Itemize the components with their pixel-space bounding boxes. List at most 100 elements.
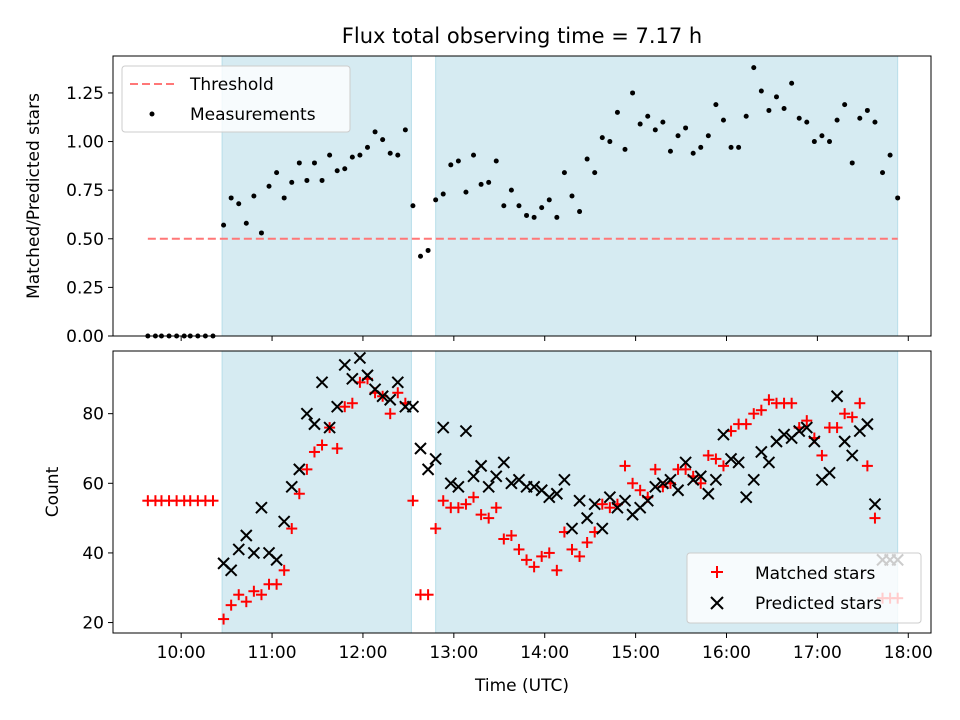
predicted-star-point [543, 491, 556, 504]
predicted-star-point [596, 522, 609, 535]
measurement-point [804, 119, 810, 125]
predicted-star-point [732, 456, 745, 469]
measurement-point [834, 117, 840, 123]
bottom-legend-box [686, 552, 922, 624]
matched-star-point [702, 449, 714, 461]
matched-star-point [521, 554, 533, 566]
measurement-point [342, 166, 348, 172]
matched-star-point [308, 446, 320, 458]
bottom-y-tick-label: 40 [82, 544, 104, 564]
predicted-star-point [702, 487, 715, 500]
measurement-point [410, 203, 416, 209]
matched-star-point [854, 397, 866, 409]
predicted-star-point [793, 424, 806, 438]
predicted-star-point [308, 417, 321, 431]
top-plot-frame [112, 55, 932, 337]
measurement-point [274, 170, 280, 176]
predicted-star-point [558, 473, 571, 487]
bottom-plot-frame [112, 350, 932, 634]
measurement-point [418, 253, 424, 259]
measurement-point [698, 144, 704, 150]
predicted-star-point [724, 452, 738, 466]
measurement-point [652, 127, 658, 133]
matched-star-point [619, 460, 631, 472]
measurement-point [478, 181, 484, 187]
matched-star-point [293, 488, 305, 500]
x-tick-label: 10:00 [157, 643, 206, 663]
matched-star-point [225, 599, 237, 611]
predicted-star-point [808, 435, 821, 448]
measurement-point [304, 177, 310, 183]
predicted-star-point [255, 501, 268, 514]
measurement-point [622, 146, 628, 152]
predicted-star-point [406, 400, 420, 413]
matched-star-point [505, 530, 517, 542]
matched-star-point [513, 543, 525, 555]
measurement-point [728, 144, 734, 150]
measurement-point [425, 247, 431, 253]
matched-star-point [566, 543, 578, 555]
matched-star-point [407, 495, 419, 507]
predicted-star-point [603, 491, 617, 504]
top-y-axis-label: Matched/Predicted stars [24, 93, 44, 299]
predicted-star-point [277, 515, 291, 528]
measurement-point [675, 133, 681, 139]
predicted-stars-legend-label: Predicted stars [755, 594, 882, 614]
predicted-star-point [550, 487, 564, 500]
matched-star-point [207, 495, 219, 507]
predicted-star-point [353, 351, 367, 365]
predicted-star-point [686, 473, 700, 487]
top-legend: Threshold Measurements [121, 65, 351, 133]
matched-star-point [346, 397, 358, 409]
predicted-star-point [823, 466, 836, 480]
matched-star-point [339, 401, 351, 413]
predicted-star-point [671, 484, 685, 497]
matched-star-point [596, 498, 608, 510]
predicted-star-point [656, 477, 670, 490]
measurement-point [599, 135, 605, 141]
measurement-point [607, 139, 613, 145]
predicted-star-point [482, 480, 495, 493]
matched-star-point [801, 415, 813, 427]
predicted-star-point [224, 564, 238, 577]
bottom-legend: Matched stars Predicted stars [686, 552, 922, 624]
matched-star-point [218, 613, 230, 625]
measurement-point [637, 121, 643, 127]
measurement-point [524, 212, 530, 218]
measurement-point [364, 144, 370, 150]
predicted-star-point [490, 470, 503, 483]
bottom-y-axis-label: Count [43, 466, 63, 517]
measurement-point [713, 102, 719, 108]
measurement-point [531, 214, 537, 220]
x-tick-label: 17:00 [793, 643, 842, 663]
predicted-star-point [861, 417, 874, 431]
matched-star-point [763, 394, 775, 406]
measurement-point [319, 177, 325, 183]
measurement-point [463, 189, 469, 195]
matched-star-point [475, 509, 487, 521]
measurement-point [243, 220, 249, 226]
predicted-star-point [838, 435, 851, 448]
measurement-point [705, 133, 711, 139]
top-y-tick-label: 0.25 [66, 278, 104, 298]
measurement-point [281, 195, 287, 201]
matched-star-point [301, 463, 313, 475]
measurement-point [796, 115, 802, 121]
measurement-point [455, 158, 461, 164]
measurement-point [864, 107, 870, 113]
matched-star-point [786, 397, 798, 409]
predicted-star-point [376, 390, 389, 403]
measurement-point [667, 148, 673, 154]
measurement-point [720, 117, 726, 123]
measurement-point [266, 183, 272, 189]
predicted-star-point [429, 452, 442, 466]
measurement-point [311, 160, 317, 166]
predicted-star-point [679, 456, 692, 469]
measurement-point [349, 154, 355, 160]
measurement-point [880, 170, 886, 176]
measurement-point [380, 137, 386, 143]
matched-star-point [861, 460, 873, 472]
measurement-point [781, 106, 787, 111]
measurement-point [236, 201, 242, 207]
matched-star-point [604, 502, 616, 514]
